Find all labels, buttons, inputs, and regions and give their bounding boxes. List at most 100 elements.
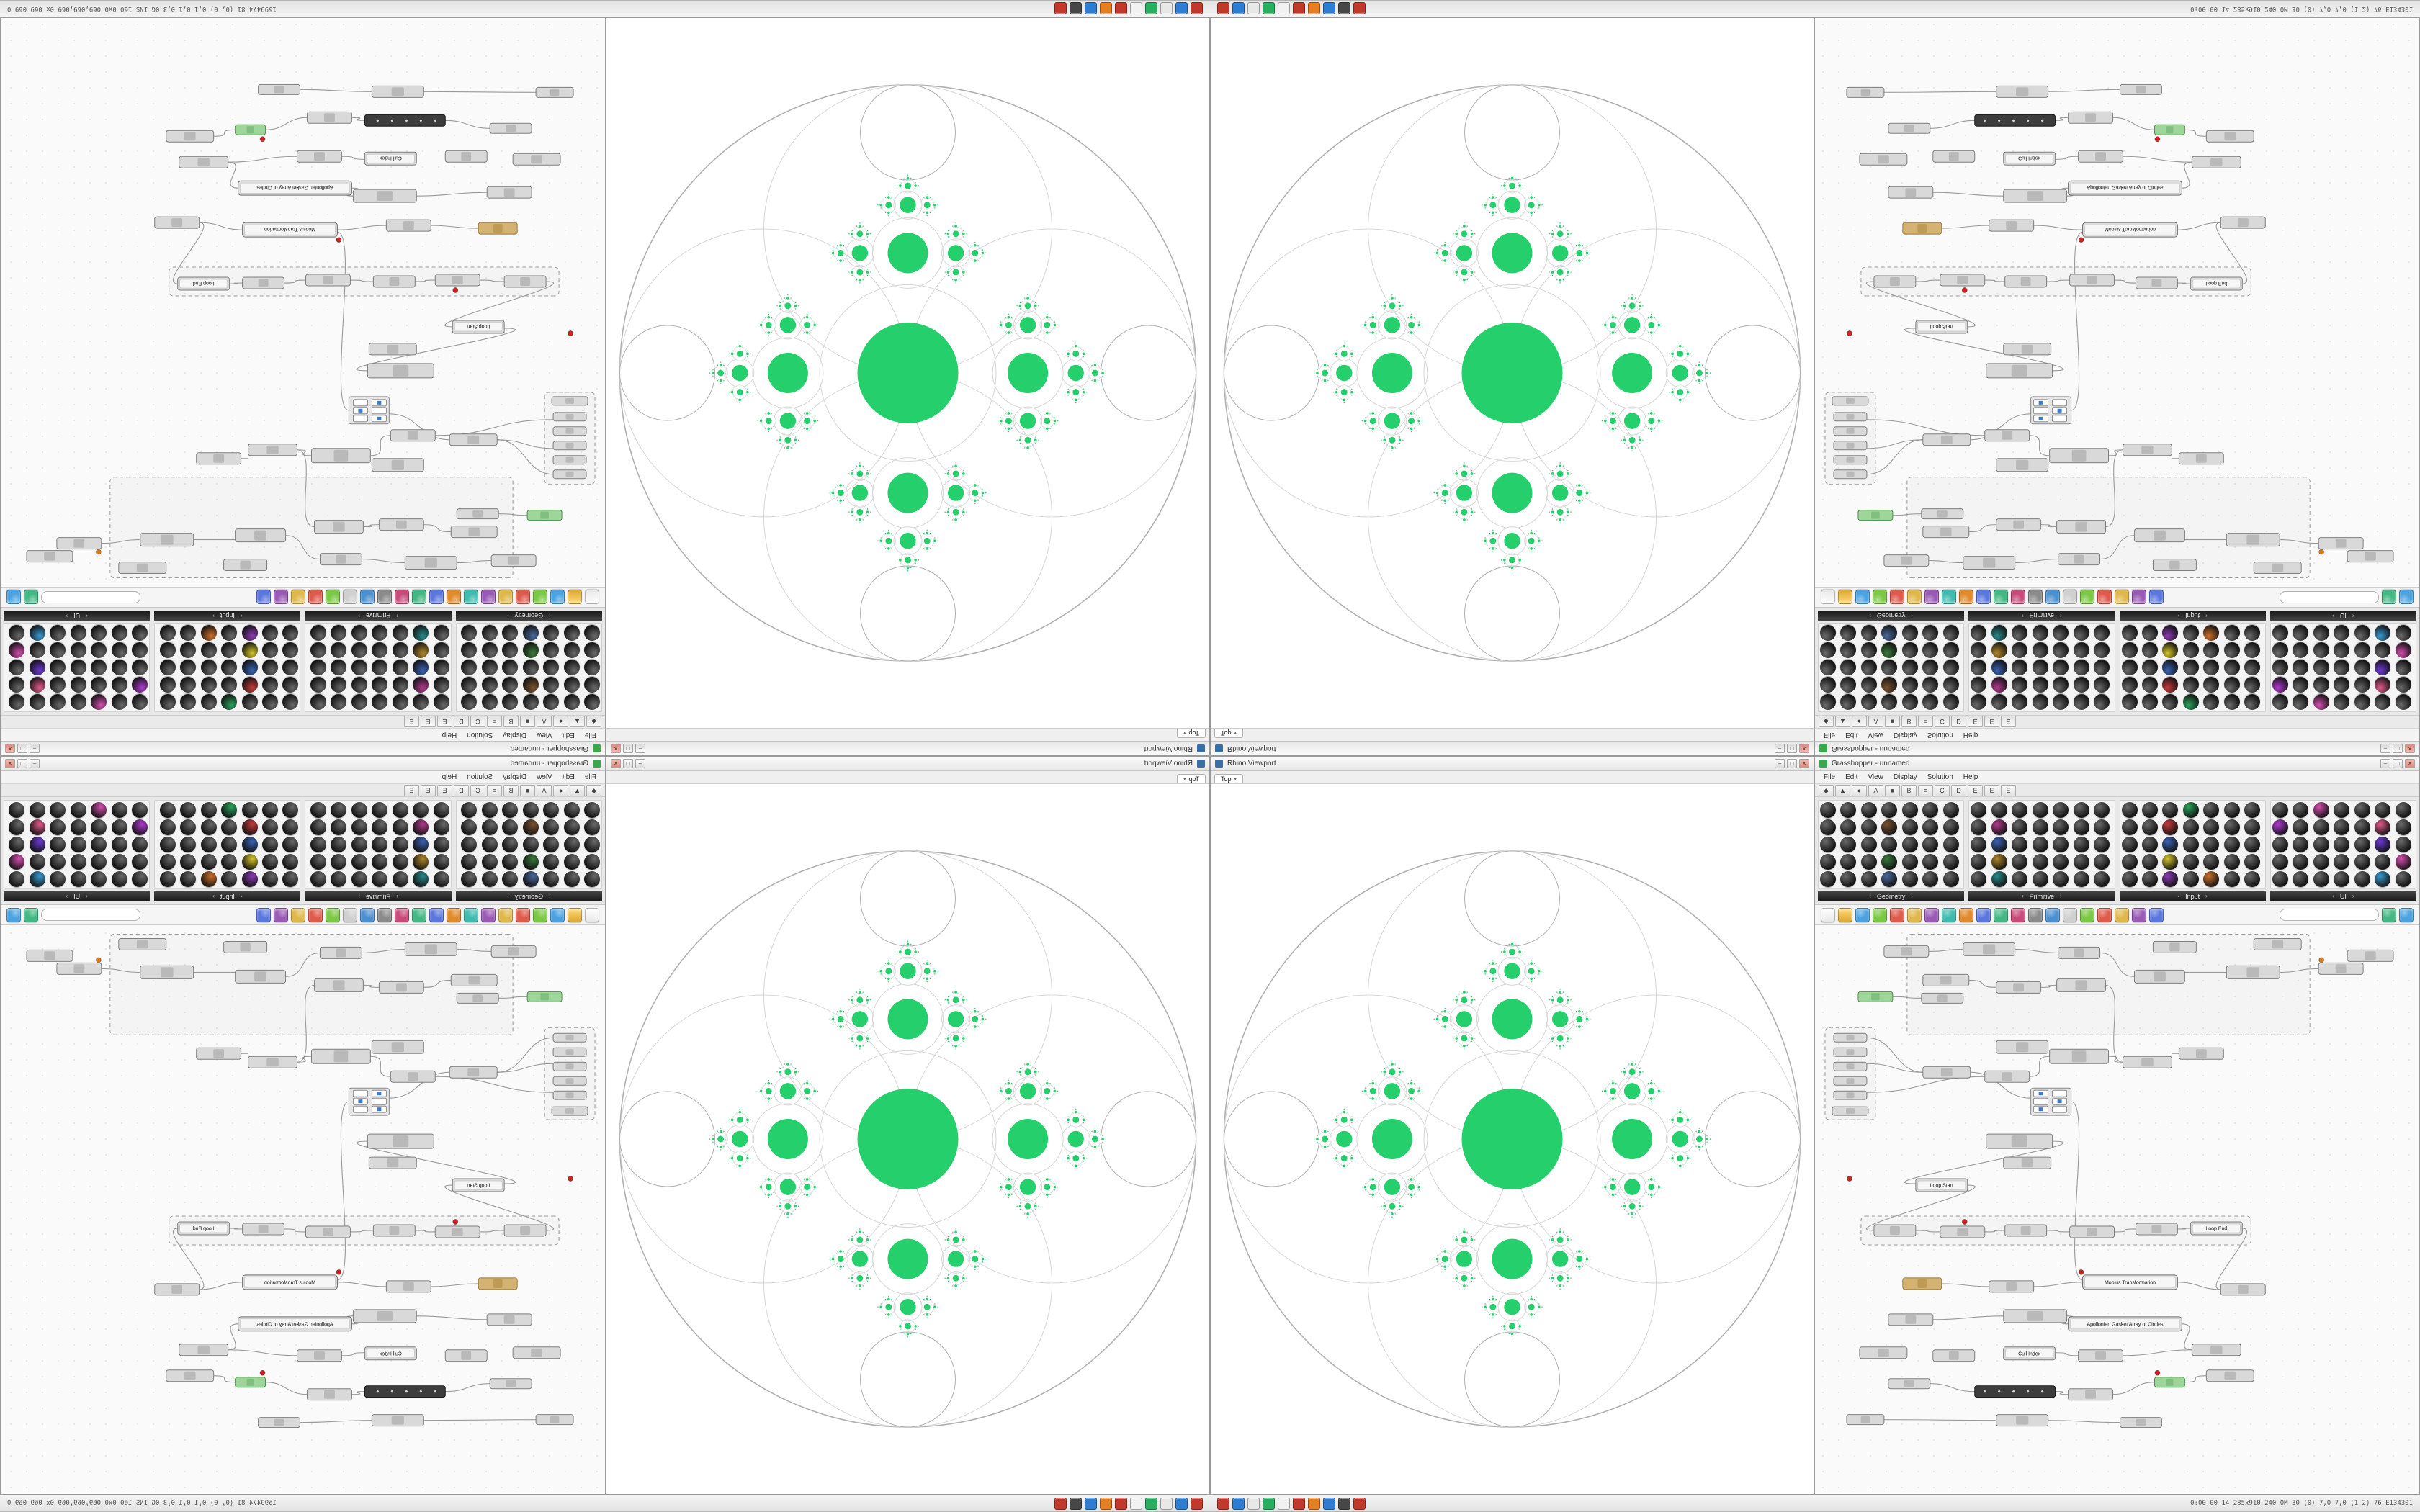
gh-node[interactable] [2003, 189, 2068, 203]
gh-node[interactable] [248, 444, 298, 456]
viewport-tab-top[interactable]: Top ▾ [1176, 729, 1206, 738]
component-icon[interactable] [2121, 694, 2138, 710]
gh-node[interactable]: Mobius Transformation [242, 222, 338, 238]
category-tab-3[interactable]: A [537, 784, 552, 796]
component-icon[interactable] [2334, 660, 2350, 675]
script-icon[interactable] [274, 907, 288, 922]
component-icon[interactable] [1860, 642, 1877, 658]
grasshopper-titlebar[interactable]: Grasshopper - unnamed – □ × [1, 757, 605, 771]
media-icon[interactable] [1145, 2, 1157, 15]
gh-node[interactable] [2119, 1417, 2162, 1428]
component-icon[interactable] [2182, 694, 2199, 710]
gh-node[interactable] [1833, 426, 1868, 436]
component-icon[interactable] [481, 819, 498, 835]
gh-node[interactable] [372, 275, 416, 288]
category-tab-9[interactable]: E [437, 716, 452, 728]
shader-icon[interactable] [308, 590, 323, 605]
component-icon[interactable] [2334, 677, 2350, 693]
component-icon[interactable] [392, 871, 408, 887]
component-icon[interactable] [2272, 660, 2288, 675]
component-icon[interactable] [310, 677, 326, 693]
component-icon[interactable] [2032, 642, 2048, 658]
arrow-left-icon[interactable]: ‹ [86, 893, 88, 899]
gh-node[interactable] [1888, 1378, 1931, 1390]
category-tab-1[interactable]: ▲ [1835, 716, 1850, 728]
component-icon[interactable] [132, 871, 148, 887]
terminal-icon[interactable] [1070, 1497, 1082, 1510]
component-icon[interactable] [50, 837, 66, 852]
component-icon[interactable] [221, 802, 238, 818]
component-icon[interactable] [2073, 837, 2089, 852]
component-icon[interactable] [502, 660, 519, 675]
menu-item-display[interactable]: Display [503, 773, 527, 781]
component-icon[interactable] [111, 819, 127, 835]
gh-node[interactable] [2078, 150, 2123, 163]
component-icon[interactable] [584, 642, 600, 658]
component-icon[interactable] [262, 694, 279, 710]
gh-node[interactable] [1833, 469, 1868, 480]
gh-node[interactable] [1996, 85, 2049, 98]
arrow-left-icon[interactable]: ‹ [549, 613, 551, 619]
category-tab-5[interactable]: B [1901, 716, 1917, 728]
component-icon[interactable] [180, 677, 197, 693]
component-icon[interactable] [310, 625, 326, 641]
frame-icon[interactable] [2063, 590, 2077, 605]
minimize-button[interactable]: – [30, 759, 40, 768]
gh-node[interactable] [368, 1156, 417, 1169]
arrow-left-icon[interactable]: ‹ [1869, 613, 1871, 619]
category-tab-6[interactable]: ≡ [487, 784, 502, 796]
component-icon[interactable] [2053, 871, 2069, 887]
component-icon[interactable] [9, 642, 25, 658]
component-icon[interactable] [2293, 854, 2309, 870]
component-icon[interactable] [351, 871, 367, 887]
component-icon[interactable] [2162, 854, 2179, 870]
node-group-box[interactable] [1906, 933, 2311, 1035]
gh-node[interactable] [2119, 84, 2162, 95]
gh-node[interactable] [2253, 562, 2302, 575]
maximize-button[interactable]: □ [1787, 759, 1797, 768]
node-group-box[interactable] [1824, 392, 1876, 485]
component-icon[interactable] [2354, 871, 2370, 887]
component-icon[interactable] [2162, 625, 2179, 641]
component-icon[interactable] [1840, 694, 1857, 710]
component-icon[interactable] [1922, 837, 1939, 852]
gh-node[interactable] [248, 1056, 298, 1068]
canvas-map-icon[interactable] [6, 590, 21, 605]
category-tab-6[interactable]: ≡ [1918, 784, 1933, 796]
component-icon[interactable] [1860, 802, 1877, 818]
component-icon[interactable] [1971, 854, 1987, 870]
component-icon[interactable] [2244, 837, 2261, 852]
component-icon[interactable] [563, 802, 580, 818]
component-icon[interactable] [522, 854, 539, 870]
component-icon[interactable] [2012, 854, 2028, 870]
component-icon[interactable] [180, 819, 197, 835]
gh-node[interactable] [1833, 412, 1868, 422]
component-icon[interactable] [50, 642, 66, 658]
component-icon[interactable] [2313, 819, 2329, 835]
camera-icon[interactable] [291, 590, 305, 605]
new-file-icon[interactable] [585, 907, 599, 922]
gh-node[interactable] [1996, 1414, 2049, 1427]
viewport-titlebar[interactable]: Rhino Viewport – □ × [606, 757, 1209, 771]
browser-icon[interactable] [1323, 1497, 1335, 1510]
gh-node[interactable] [2069, 274, 2115, 287]
menu-item-help[interactable]: Help [442, 773, 457, 781]
category-tab-7[interactable]: C [1935, 716, 1950, 728]
gh-node[interactable] [352, 189, 417, 203]
component-icon[interactable] [50, 694, 66, 710]
component-icon[interactable] [2032, 854, 2048, 870]
terminal-icon[interactable] [1338, 2, 1350, 15]
canvas-search-input[interactable] [41, 591, 140, 603]
component-icon[interactable] [159, 802, 176, 818]
component-icon[interactable] [282, 677, 299, 693]
script-icon[interactable] [2132, 590, 2146, 605]
component-icon[interactable] [1942, 871, 1959, 887]
palette-tab-ui[interactable]: ‹ UI › [4, 611, 151, 621]
zoom-icon[interactable] [1873, 907, 1887, 922]
component-icon[interactable] [1840, 677, 1857, 693]
component-icon[interactable] [1881, 802, 1898, 818]
component-icon[interactable] [91, 871, 107, 887]
component-icon[interactable] [2395, 625, 2411, 641]
component-icon[interactable] [2334, 625, 2350, 641]
maximize-button[interactable]: □ [17, 744, 27, 753]
